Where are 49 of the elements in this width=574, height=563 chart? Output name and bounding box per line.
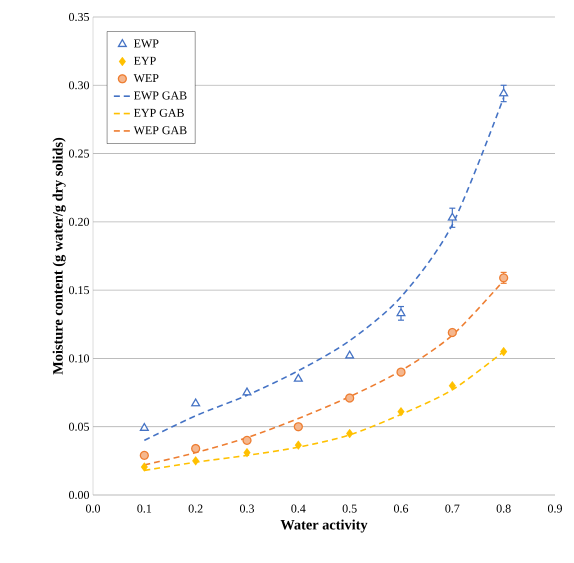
- x-tick-label: 0.3: [240, 504, 254, 513]
- x-tick-label: 0.1: [137, 504, 152, 513]
- x-tick-label: 0.0: [86, 504, 100, 513]
- x-tick-label: 0.7: [445, 504, 460, 513]
- y-tick-label: 0.05: [69, 422, 90, 431]
- x-axis-title: Water activity: [280, 519, 368, 533]
- point: [242, 436, 252, 446]
- x-tick-label: 0.6: [394, 504, 408, 513]
- y-tick-label: 0.35: [69, 12, 90, 22]
- point: [345, 393, 354, 403]
- y-axis-title: Moisture content (g water/g dry solids): [52, 138, 66, 375]
- point: [499, 88, 508, 96]
- point: [191, 444, 200, 454]
- y-tick-label: 0.00: [69, 490, 90, 500]
- point: [242, 387, 252, 396]
- y-tick-label: 0.25: [69, 150, 90, 158]
- point: [346, 428, 354, 438]
- point: [396, 367, 406, 377]
- x-tick-label: 0.5: [342, 504, 357, 513]
- legend-label: WEP: [134, 74, 158, 82]
- y-tick-label: 0.30: [69, 81, 90, 90]
- point: [192, 456, 200, 466]
- point: [500, 346, 508, 356]
- point: [294, 374, 303, 382]
- legend-label: EWP GAB: [134, 91, 187, 100]
- legend-label: EWP: [134, 40, 158, 48]
- legend-label: WEP GAB: [134, 126, 187, 134]
- x-tick-label: 0.4: [291, 504, 306, 513]
- point: [294, 422, 303, 432]
- point: [448, 328, 457, 338]
- x-tick-label: 0.2: [188, 504, 202, 513]
- x-tick-label: 0.9: [548, 504, 562, 513]
- point: [448, 212, 457, 221]
- point: [191, 398, 200, 406]
- legend-label: EYP: [134, 56, 156, 65]
- y-tick-label: 0.10: [69, 354, 90, 362]
- point: [140, 422, 149, 431]
- y-tick-label: 0.15: [69, 286, 90, 294]
- point: [397, 407, 405, 416]
- point: [396, 308, 406, 316]
- point: [294, 440, 302, 450]
- point: [140, 462, 148, 472]
- legend-label: EYP GAB: [134, 108, 184, 117]
- point: [345, 350, 354, 359]
- x-tick-label: 0.8: [496, 504, 511, 513]
- point: [140, 450, 149, 460]
- point: [448, 381, 456, 390]
- y-tick-label: 0.20: [69, 218, 90, 226]
- point: [243, 448, 251, 458]
